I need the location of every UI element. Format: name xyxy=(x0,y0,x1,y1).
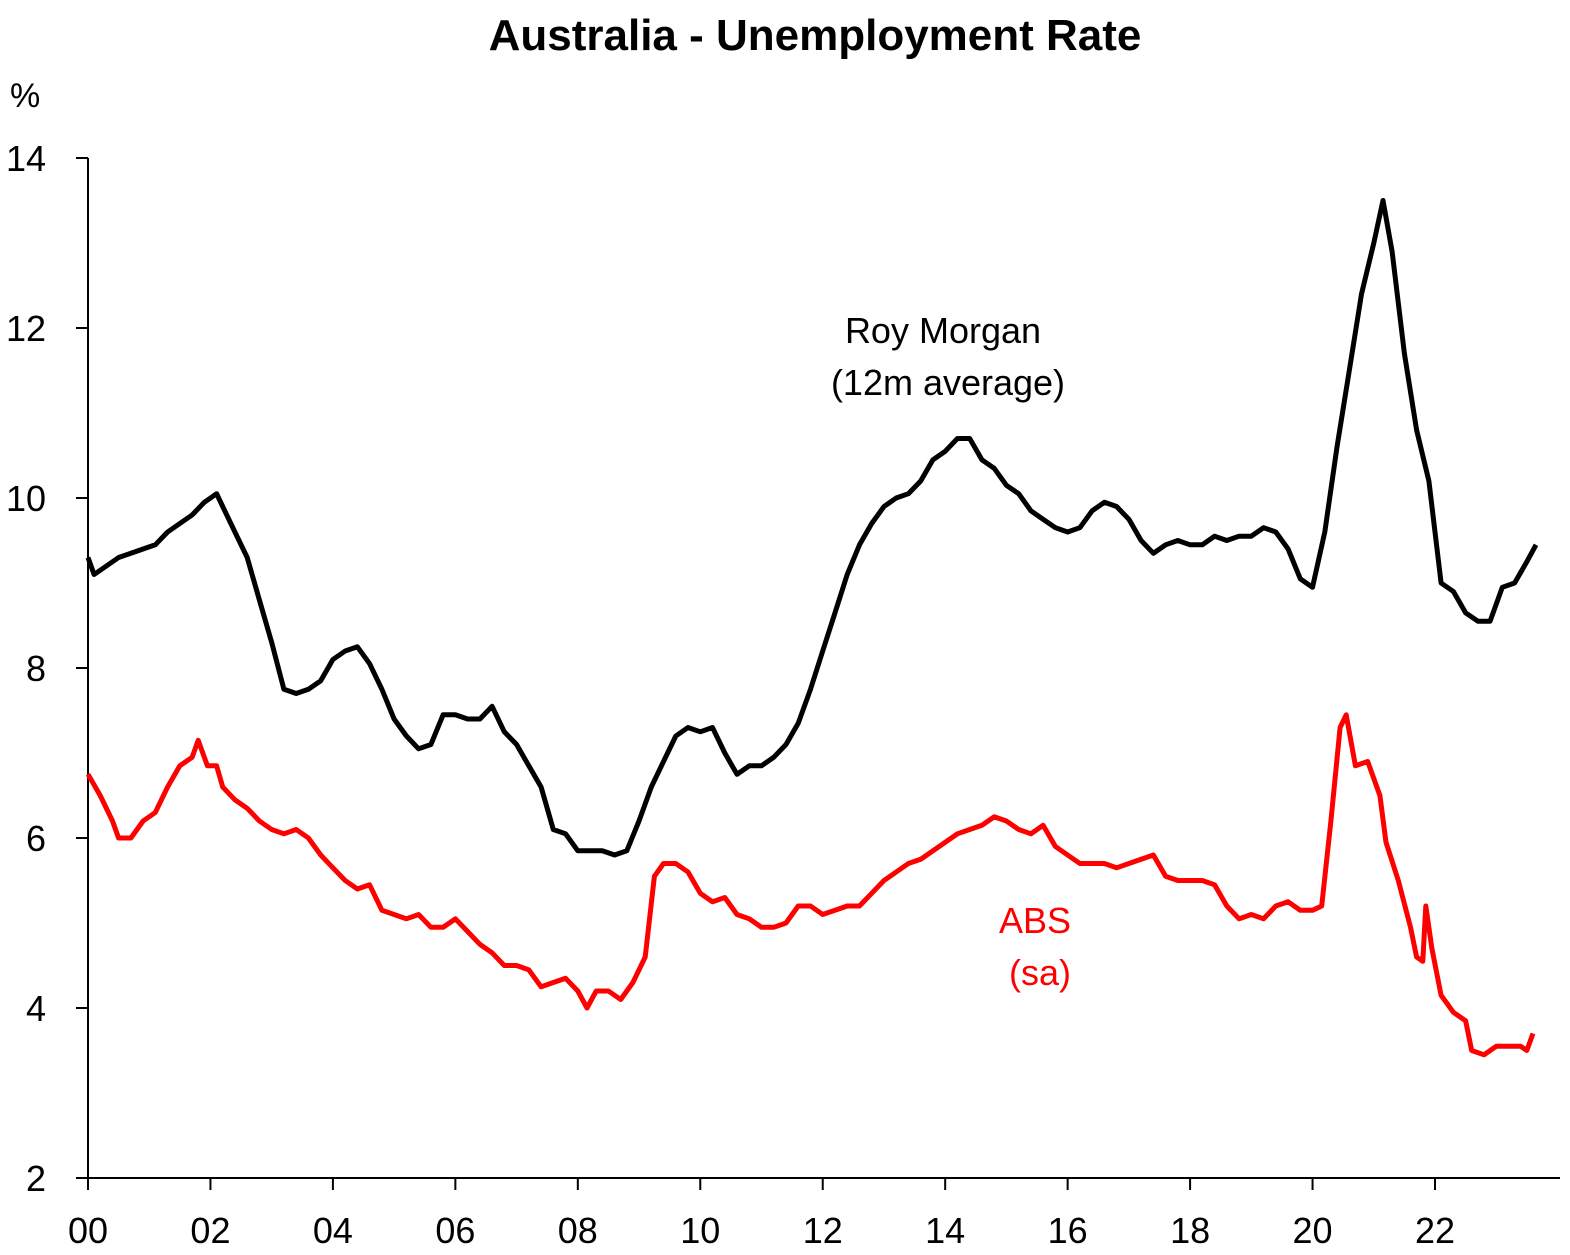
x-tick-label: 14 xyxy=(925,1210,965,1251)
y-tick-label: 10 xyxy=(6,478,46,519)
y-tick-label: 6 xyxy=(26,818,46,859)
abs-label-line-2: (sa) xyxy=(1009,952,1071,993)
x-tick-label: 12 xyxy=(803,1210,843,1251)
x-tick-label: 20 xyxy=(1293,1210,1333,1251)
series-labels: Roy Morgan (12m average) ABS (sa) xyxy=(831,310,1081,993)
y-ticks: 2 4 6 8 10 12 14 xyxy=(6,138,88,1199)
x-tick-label: 08 xyxy=(558,1210,598,1251)
roy-morgan-label-line-1: Roy Morgan xyxy=(845,310,1041,351)
x-tick-label: 22 xyxy=(1415,1210,1455,1251)
roy-morgan-label-line-2: (12m average) xyxy=(831,362,1065,403)
y-tick-label: 8 xyxy=(26,648,46,689)
roy-morgan-label: Roy Morgan (12m average) xyxy=(831,310,1065,403)
x-tick-label: 02 xyxy=(190,1210,230,1251)
abs-label-line-1: ABS xyxy=(999,900,1071,941)
y-tick-label: 2 xyxy=(26,1158,46,1199)
x-ticks: 00 02 04 06 08 10 12 14 16 18 20 22 xyxy=(68,1178,1455,1251)
series-lines xyxy=(85,198,1539,1058)
x-tick-label: 06 xyxy=(435,1210,475,1251)
x-tick-label: 00 xyxy=(68,1210,108,1251)
y-tick-label: 12 xyxy=(6,308,46,349)
y-tick-label: 14 xyxy=(6,138,46,179)
roy-morgan-series-line xyxy=(85,198,1539,858)
chart-title: Australia - Unemployment Rate xyxy=(489,11,1142,60)
x-tick-label: 18 xyxy=(1170,1210,1210,1251)
x-tick-label: 04 xyxy=(313,1210,353,1251)
y-tick-label: 4 xyxy=(26,988,46,1029)
x-tick-label: 16 xyxy=(1048,1210,1088,1251)
x-tick-label: 10 xyxy=(680,1210,720,1251)
abs-label: ABS (sa) xyxy=(999,900,1081,993)
abs-series-line xyxy=(85,712,1536,1058)
y-axis-unit-label: % xyxy=(10,77,40,115)
axes xyxy=(87,158,1560,1179)
